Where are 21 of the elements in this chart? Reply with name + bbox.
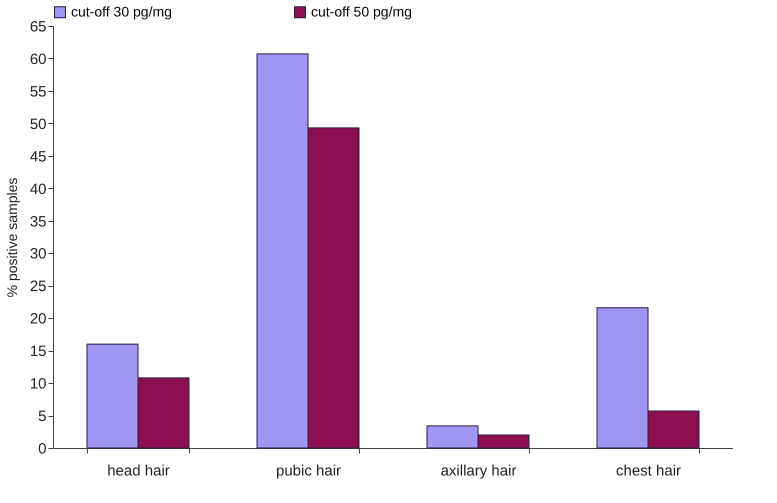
y-tick-label: 25 bbox=[30, 278, 46, 296]
y-tick-label: 15 bbox=[30, 343, 46, 360]
y-tick-label: 10 bbox=[30, 376, 46, 393]
x-tick-label: pubic hair bbox=[276, 462, 342, 480]
y-tick-label: 30 bbox=[30, 246, 46, 263]
y-tick-label: 40 bbox=[30, 180, 46, 198]
legend-label: cut-off 50 pg/mg bbox=[311, 3, 412, 20]
y-tick-label: 20 bbox=[30, 310, 46, 328]
y-tick-label: 45 bbox=[30, 148, 46, 166]
y-tick-label: 0 bbox=[38, 440, 46, 458]
y-tick-label: 35 bbox=[30, 213, 46, 230]
y-axis-title: % positive samples bbox=[4, 178, 20, 298]
x-tick-label: axillary hair bbox=[440, 462, 516, 480]
x-tick-label: chest hair bbox=[616, 462, 682, 480]
y-tick-label: 5 bbox=[38, 408, 46, 426]
y-tick-label: 60 bbox=[30, 50, 46, 68]
y-tick-label: 55 bbox=[30, 83, 46, 100]
x-tick-label: head hair bbox=[107, 462, 170, 480]
y-tick-label: 65 bbox=[30, 18, 46, 36]
y-tick-label: 50 bbox=[30, 116, 46, 133]
legend-label: cut-off 30 pg/mg bbox=[71, 3, 172, 20]
